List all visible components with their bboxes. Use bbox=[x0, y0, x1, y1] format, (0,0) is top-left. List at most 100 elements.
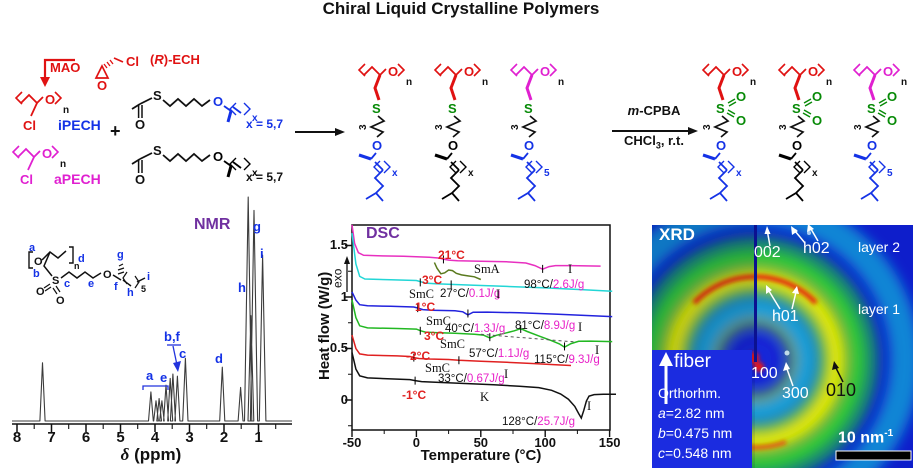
nmr-panel-graphics: O n S O O O 5 bbox=[12, 196, 292, 432]
product-thioether-iso-x: x bbox=[357, 62, 414, 203]
xrd-lattice-label: Orthorhm. bbox=[658, 385, 722, 401]
dsc-xtick-m50: -50 bbox=[342, 435, 362, 450]
temp: 33°C/ bbox=[438, 373, 467, 385]
dsc-tg-c2: 3°C bbox=[422, 273, 443, 287]
scale-bar bbox=[835, 450, 912, 461]
dsc-iso-c6: I bbox=[587, 399, 592, 413]
xrd-010-label: 010 bbox=[826, 380, 857, 400]
nmr-tick-3: 3 bbox=[185, 429, 194, 446]
fiber-info-box bbox=[652, 350, 752, 468]
dsc-tg-c6: -1°C bbox=[402, 388, 427, 402]
xrd-b-param: b=0.475 nm bbox=[658, 426, 732, 441]
nmr-inset-i: i bbox=[147, 271, 151, 283]
xrd-layer1-label: layer 1 bbox=[858, 301, 901, 317]
hashed-wedge bbox=[103, 59, 114, 69]
nmr-inset-h: h bbox=[127, 287, 134, 299]
x-values-bottom: x = 5,7 bbox=[246, 170, 284, 184]
subscript-n: n bbox=[74, 261, 80, 271]
scale-exponent: -1 bbox=[884, 428, 894, 439]
nmr-inset-d: d bbox=[78, 253, 85, 265]
mao-arrow bbox=[40, 58, 75, 87]
chlorine-atom: Cl bbox=[126, 54, 139, 69]
product-thioether-iso-x-achiral: x bbox=[433, 62, 490, 203]
nmr-peak-i: i bbox=[260, 246, 264, 261]
reflection-spot-h02 bbox=[807, 231, 811, 235]
r-configuration: R bbox=[154, 52, 164, 67]
xrd-panel-label: XRD bbox=[659, 225, 695, 244]
nmr-inset-a: a bbox=[29, 242, 36, 254]
oxidant-label: m-CPBA bbox=[606, 104, 702, 118]
plus-sign: + bbox=[110, 121, 121, 141]
dsc-dashed-baseline bbox=[480, 333, 574, 343]
enthalpy: 1.1J/g bbox=[497, 348, 530, 360]
dsc-curve-cyan-SmC bbox=[351, 233, 613, 293]
dsc-trans-c5: 33°C/0.67J/g bbox=[438, 373, 505, 385]
dsc-phase-c4: SmC bbox=[440, 337, 466, 351]
temp: 81°C/ bbox=[515, 320, 544, 332]
nmr-inset-c: c bbox=[64, 278, 71, 290]
mao-label: MAO bbox=[50, 60, 81, 75]
subscript-3: 3 bbox=[655, 140, 661, 151]
sulfur-atom: S bbox=[52, 275, 59, 287]
ech-name: )-ECH bbox=[163, 52, 200, 67]
dsc-trans-c2: 27°C/0.1J/g bbox=[440, 288, 500, 300]
ether-oxygen: O bbox=[103, 269, 112, 281]
nmr-inset-b: b bbox=[33, 268, 40, 280]
m-italic: m bbox=[627, 103, 640, 118]
dsc-tg-c5: -2°C bbox=[406, 349, 431, 363]
nmr-peak-h: h bbox=[238, 280, 246, 295]
paren: ( bbox=[150, 52, 155, 67]
ipech-label: iPECH bbox=[58, 117, 101, 133]
dsc-tg-c3: 1°C bbox=[415, 300, 436, 314]
product-sulfone-atactic: 5 bbox=[852, 62, 909, 203]
nmr-tick-2: 2 bbox=[219, 429, 229, 446]
dsc-ytick-15: 1.5 bbox=[329, 237, 348, 252]
b-var: b bbox=[658, 425, 666, 441]
dsc-trans2-c4: 81°C/8.9J/g bbox=[515, 320, 575, 332]
enthalpy: 1.3J/g bbox=[473, 323, 506, 335]
dsc-ytick-0: 0 bbox=[340, 391, 348, 407]
temp: 115°C/ bbox=[534, 354, 569, 366]
nmr-minor-ticks bbox=[33, 424, 277, 429]
dsc-trans-c1: 98°C/2.6J/g bbox=[524, 279, 584, 291]
nmr-tick-7: 7 bbox=[47, 429, 56, 446]
dsc-trans1-c4: 57°C/1.1J/g bbox=[469, 348, 529, 360]
solvent-label: CHCl3, r.t. bbox=[606, 134, 702, 151]
xrd-002-label: 002 bbox=[754, 244, 781, 261]
dsc-panel-label: DSC bbox=[366, 225, 400, 242]
dsc-tg-c1: 21°C bbox=[438, 248, 465, 262]
xrd-300-label: 300 bbox=[782, 385, 809, 402]
chcl: CHCl bbox=[624, 133, 656, 148]
nmr-peak-a: a bbox=[146, 368, 154, 383]
enthalpy: 25.7J/g bbox=[537, 416, 576, 428]
temp: 128°C/ bbox=[502, 416, 538, 428]
xrd-black-arrow-010 bbox=[832, 361, 844, 383]
temp: 98°C/ bbox=[524, 279, 553, 291]
dsc-iso-c3: I bbox=[578, 320, 583, 334]
dsc-phase-c1: SmA bbox=[474, 262, 500, 276]
dsc-x-major-ticks bbox=[351, 430, 611, 437]
dsc-phase-c5: SmC bbox=[425, 361, 451, 375]
nmr-peak-d: d bbox=[215, 351, 223, 366]
temp: 57°C/ bbox=[469, 348, 498, 360]
page-title: Chiral Liquid Crystalline Polymers bbox=[322, 0, 600, 18]
product-sulfone-iso-x: x bbox=[701, 62, 758, 203]
xrd-layer2-label: layer 2 bbox=[858, 239, 901, 255]
delta-symbol: δ bbox=[120, 445, 130, 464]
r-ech-structure: O Cl bbox=[94, 54, 139, 93]
beamstop-line bbox=[754, 225, 757, 362]
dsc-exo-label: exo bbox=[330, 268, 345, 288]
a-var: a bbox=[658, 405, 666, 421]
dsc-panel-graphics bbox=[344, 224, 616, 437]
dsc-curve-magenta-SmA bbox=[351, 224, 601, 271]
nmr-spectrum-trace bbox=[12, 196, 292, 422]
apech-label: aPECH bbox=[54, 171, 101, 187]
thioacetate-top bbox=[131, 87, 260, 133]
enthalpy: 2.6J/g bbox=[552, 279, 585, 291]
dsc-iso-c2: I bbox=[496, 287, 501, 301]
c-var: c bbox=[658, 445, 665, 461]
dsc-curve-olive-inset bbox=[433, 262, 482, 281]
ppm-unit: (ppm) bbox=[129, 445, 182, 464]
r-ech-label: (R)-ECH bbox=[150, 53, 200, 67]
